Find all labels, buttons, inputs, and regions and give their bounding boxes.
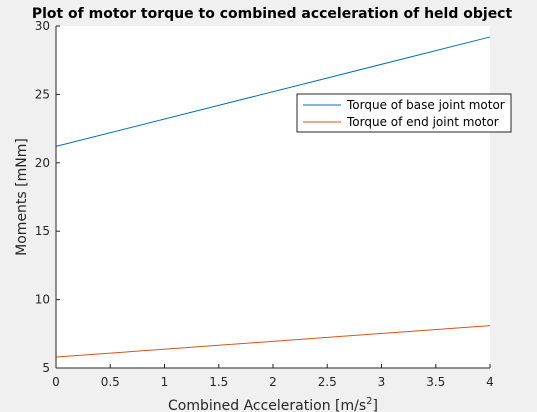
legend-entry-2: Torque of end joint motor [346,115,499,129]
x-tick-label: 4 [486,375,494,389]
x-tick-label: 1 [161,375,169,389]
y-tick-label: 20 [35,156,50,170]
y-tick-label: 10 [35,293,50,307]
chart-title: Plot of motor torque to combined acceler… [32,6,513,22]
x-axis-label: Combined Acceleration [m/s2] [168,396,378,412]
y-tick-label: 30 [35,19,50,33]
x-tick-label: 3 [378,375,386,389]
plot-area [56,26,490,368]
series-group [55,36,491,358]
x-ticks: 0 0.5 1 1.5 2 2.5 3 3.5 4 [52,364,494,389]
legend-entry-1: Torque of base joint motor [346,98,505,112]
x-axis-label-suffix: ] [373,398,378,412]
legend-box [296,93,512,133]
legend: Torque of base joint motor Torque of end … [296,93,512,133]
x-tick-label: 2.5 [318,375,337,389]
x-axis-label-main: Combined Acceleration [m/s [168,398,366,412]
series-line-2 [55,325,491,358]
series-line-1 [55,36,491,147]
x-axis-label-superscript: 2 [366,396,372,407]
x-tick-label: 3.5 [426,375,445,389]
y-tick-label: 5 [42,361,50,375]
x-tick-label: 0 [52,375,60,389]
y-tick-label: 15 [35,224,50,238]
y-ticks: 5 10 15 20 25 30 [35,19,60,375]
x-tick-label: 2 [269,375,277,389]
y-tick-label: 25 [35,87,50,101]
x-tick-label: 0.5 [101,375,120,389]
y-axis-label: Moments [mNm] [14,138,30,256]
x-tick-label: 1.5 [209,375,228,389]
